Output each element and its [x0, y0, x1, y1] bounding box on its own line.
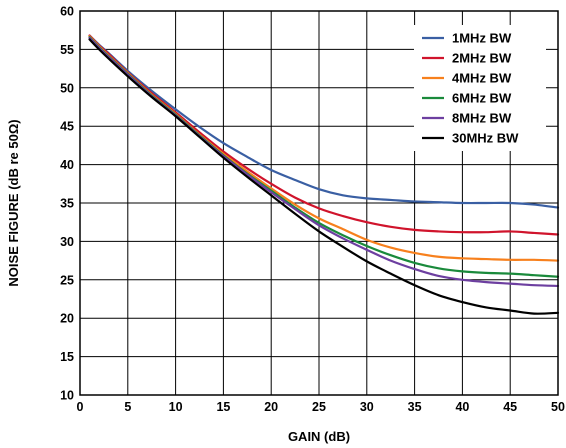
y-tick-label: 35 — [60, 197, 74, 211]
x-axis-label: GAIN (dB) — [288, 429, 350, 444]
x-tick-label: 0 — [77, 400, 84, 414]
x-tick-label: 35 — [408, 400, 422, 414]
y-tick-labels: 10 15 20 25 30 35 40 45 50 55 60 — [60, 5, 74, 403]
legend-label-30mhz-bw: 30MHz BW — [452, 131, 519, 146]
x-tick-label: 5 — [124, 400, 131, 414]
legend-label-4mhz-bw: 4MHz BW — [452, 71, 512, 86]
y-tick-label: 50 — [60, 81, 74, 95]
y-tick-label: 20 — [60, 312, 74, 326]
y-tick-label: 40 — [60, 158, 74, 172]
x-tick-label: 30 — [360, 400, 374, 414]
x-tick-label: 40 — [455, 400, 469, 414]
y-tick-label: 45 — [60, 120, 74, 134]
y-tick-label: 55 — [60, 43, 74, 57]
y-axis-label: NOISE FIGURE (dB re 50Ω) — [6, 119, 21, 286]
series-layer — [88, 34, 560, 315]
y-tick-label: 30 — [60, 235, 74, 249]
x-tick-label: 20 — [264, 400, 278, 414]
x-tick-labels: 0 5 10 15 20 25 30 35 40 45 50 — [77, 400, 565, 414]
legend-box — [414, 25, 546, 151]
series-line-30mhz-bw — [88, 38, 560, 315]
legend-label-8mhz-bw: 8MHz BW — [452, 111, 512, 126]
x-tick-label: 50 — [551, 400, 565, 414]
x-tick-label: 10 — [169, 400, 183, 414]
y-tick-label: 60 — [60, 5, 74, 19]
x-tick-label: 25 — [312, 400, 326, 414]
y-tick-label: 10 — [60, 389, 74, 403]
y-tick-label: 15 — [60, 350, 74, 364]
series-line-1mhz-bw — [88, 34, 560, 209]
x-tick-label: 45 — [503, 400, 517, 414]
legend-label-1mhz-bw: 1MHz BW — [452, 31, 512, 46]
legend-label-6mhz-bw: 6MHz BW — [452, 91, 512, 106]
legend: 1MHz BW 2MHz BW 4MHz BW 6MHz BW 8MHz BW 30MHz… — [414, 25, 546, 151]
y-tick-label: 25 — [60, 273, 74, 287]
x-tick-label: 15 — [216, 400, 230, 414]
legend-label-2mhz-bw: 2MHz BW — [452, 51, 512, 66]
plot-frame — [79, 10, 559, 396]
